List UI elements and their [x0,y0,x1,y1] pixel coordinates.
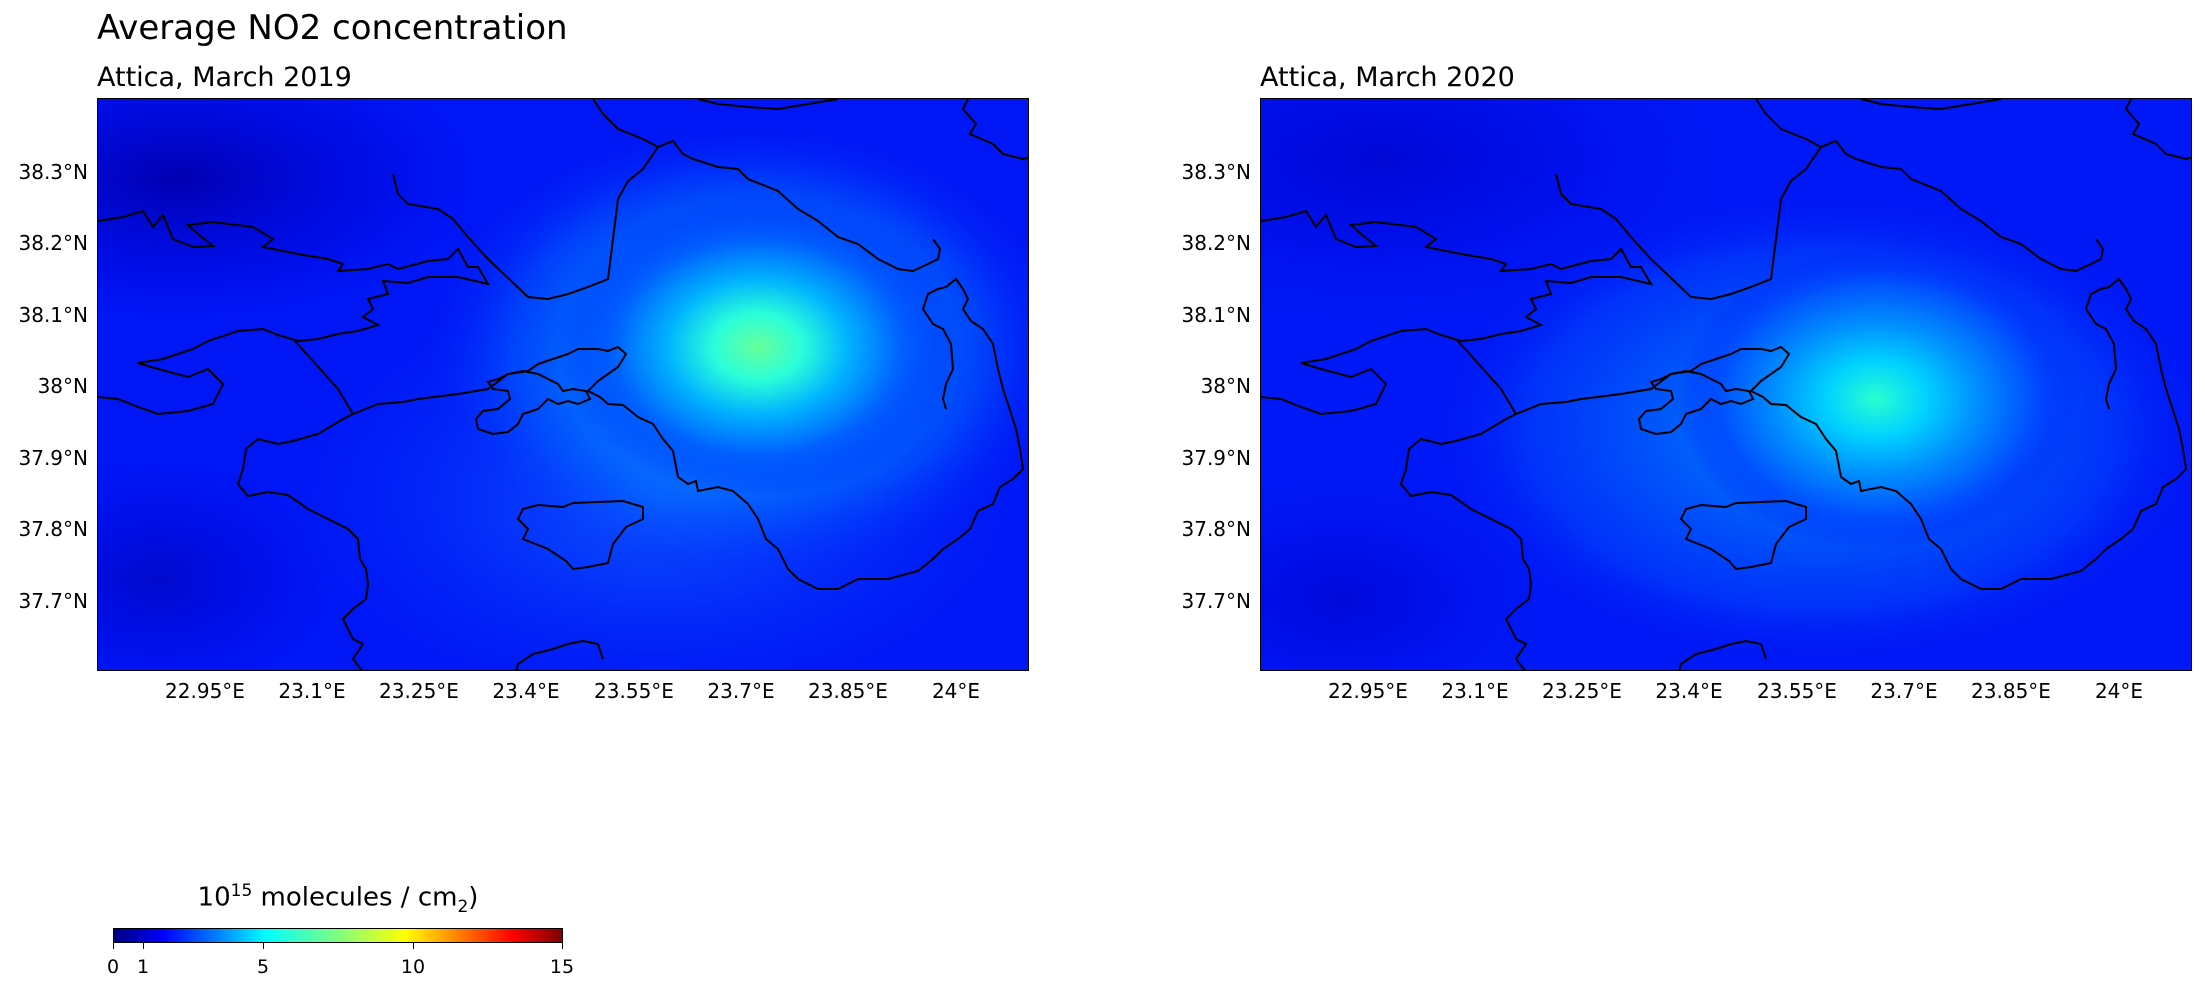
lat-tick-label: 38.3°N [18,160,89,184]
lat-tick-label: 38°N [37,374,88,398]
map-2019-canvas [98,99,1028,670]
colorbar [113,928,563,943]
coastline-2020 [1261,99,2191,670]
colorbar-tick-label: 10 [400,956,426,978]
lon-tick-label: 23.4°E [1655,679,1723,703]
map-2019-title: Attica, March 2019 [97,62,352,93]
map-2020-canvas [1261,99,2191,670]
lon-tick-label: 23.7°E [707,679,775,703]
figure-title: Average NO2 concentration [97,8,568,48]
lat-tick-label: 38.2°N [1181,231,1252,255]
lat-tick-label: 37.9°N [18,446,89,470]
lat-tick-label: 37.8°N [1181,517,1252,541]
lon-tick-label: 22.95°E [165,679,245,703]
lon-tick-label: 24°E [2094,679,2144,703]
lon-tick-label: 24°E [931,679,981,703]
colorbar-tick-label: 5 [256,956,270,978]
lat-tick-label: 37.7°N [18,589,89,613]
map-2020-title: Attica, March 2020 [1260,62,1515,93]
lat-tick-label: 38°N [1200,374,1251,398]
lon-tick-label: 23.85°E [1971,679,2051,703]
lat-tick-label: 38.1°N [18,303,89,327]
lat-tick-label: 38.1°N [1181,303,1252,327]
colorbar-label: 1015 molecules / cm2) [197,881,479,917]
lon-tick-label: 23.25°E [379,679,459,703]
lon-tick-label: 23.1°E [278,679,346,703]
colorbar-tick-mark [562,943,563,949]
colorbar-tick-mark [413,943,414,949]
colorbar-tick-label: 1 [136,956,150,978]
colorbar-tick-label: 15 [549,956,575,978]
lon-tick-label: 23.55°E [594,679,674,703]
lon-tick-label: 22.95°E [1328,679,1408,703]
lon-tick-label: 23.4°E [492,679,560,703]
lon-tick-label: 23.25°E [1542,679,1622,703]
lon-tick-label: 23.85°E [808,679,888,703]
colorbar-tick-mark [113,943,114,949]
lat-tick-label: 37.8°N [18,517,89,541]
lon-tick-label: 23.1°E [1441,679,1509,703]
colorbar-tick-label: 0 [106,956,120,978]
lon-tick-label: 23.55°E [1757,679,1837,703]
colorbar-tick-mark [143,943,144,949]
lat-tick-label: 37.9°N [1181,446,1252,470]
coastline-2019 [98,99,1028,670]
lat-tick-label: 38.2°N [18,231,89,255]
lat-tick-label: 37.7°N [1181,589,1252,613]
lat-tick-label: 38.3°N [1181,160,1252,184]
map-2019 [97,98,1029,671]
lon-tick-label: 23.7°E [1870,679,1938,703]
map-2020 [1260,98,2192,671]
colorbar-tick-mark [263,943,264,949]
